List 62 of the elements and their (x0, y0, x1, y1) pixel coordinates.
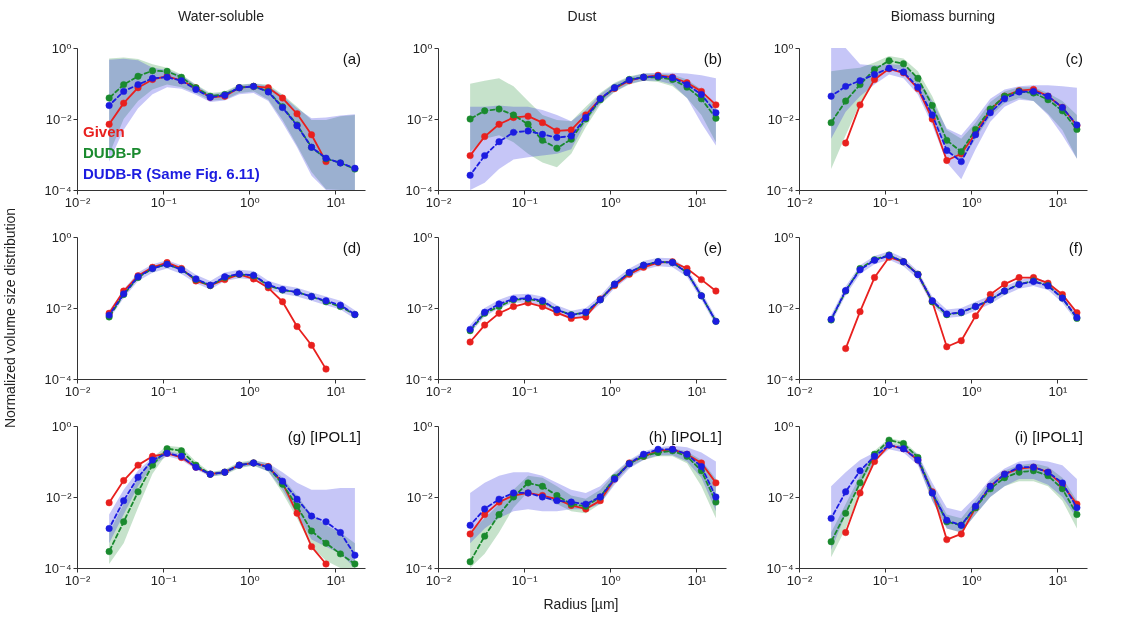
annotation: (e) (703, 239, 722, 256)
y-tick-label: 10⁻² (45, 300, 73, 316)
y-tick-label: 10⁻² (406, 111, 434, 127)
series-label: Given (83, 123, 125, 140)
x-axis-title: Radius [µm] (543, 596, 619, 612)
chart-title: Water-soluble (178, 8, 265, 24)
x-tick-label: 10⁰ (600, 194, 621, 210)
x-tick-label: 10¹ (326, 572, 347, 588)
y-tick-label: 10⁻² (767, 489, 795, 505)
x-tick-label: 10⁻¹ (872, 383, 900, 399)
x-tick-label: 10⁰ (961, 194, 982, 210)
annotation: (d) (342, 239, 361, 256)
annotation: (b) (703, 50, 722, 67)
annotation: (a) (342, 50, 361, 67)
text: DUDB-R (Same Fig. 6.11) (83, 165, 260, 182)
y-tick-label: 10⁰ (412, 418, 433, 434)
y-tick-label: 10⁻² (406, 300, 434, 316)
chart-title: Dust (567, 8, 597, 24)
x-tick-label: 10¹ (1048, 194, 1069, 210)
x-tick-label: 10¹ (687, 383, 708, 399)
y-tick-label: 10⁻² (45, 111, 73, 127)
y-tick-label: 10⁻² (406, 489, 434, 505)
x-tick-label: 10¹ (687, 572, 708, 588)
x-tick-label: 10⁻¹ (511, 383, 539, 399)
x-tick-label: 10⁻¹ (150, 572, 178, 588)
x-tick-label: 10¹ (1048, 383, 1069, 399)
y-tick-label: 10⁰ (51, 40, 72, 56)
y-tick-label: 10⁻² (767, 111, 795, 127)
annotation: (c) (1065, 50, 1083, 67)
annotation: (h) [IPOL1] (648, 428, 722, 445)
x-tick-label: 10⁰ (961, 572, 982, 588)
y-tick-label: 10⁻² (45, 489, 73, 505)
x-tick-label: 10⁻¹ (872, 572, 900, 588)
x-tick-label: 10⁰ (600, 383, 621, 399)
x-tick-label: 10¹ (326, 383, 347, 399)
x-tick-label: 10¹ (1048, 572, 1069, 588)
y-tick-label: 10⁰ (51, 418, 72, 434)
y-axis-title: Normalized volume size distribution (2, 207, 18, 429)
text: DUDB-P (83, 144, 142, 161)
x-tick-label: 10¹ (326, 194, 347, 210)
x-tick-label: 10⁻¹ (872, 194, 900, 210)
y-tick-label: 10⁻² (767, 300, 795, 316)
y-tick-label: 10⁰ (412, 229, 433, 245)
x-tick-label: 10⁰ (600, 572, 621, 588)
x-tick-label: 10⁰ (239, 383, 260, 399)
x-tick-label: 10⁻¹ (511, 572, 539, 588)
x-tick-label: 10⁰ (239, 572, 260, 588)
annotation: (f) (1068, 239, 1083, 256)
y-tick-label: 10⁰ (51, 229, 72, 245)
x-tick-label: 10⁻¹ (511, 194, 539, 210)
annotation: (i) [IPOL1] (1014, 428, 1083, 445)
x-tick-label: 10⁻¹ (150, 194, 178, 210)
y-tick-label: 10⁰ (773, 418, 794, 434)
annotation: (g) [IPOL1] (287, 428, 361, 445)
x-tick-label: 10¹ (687, 194, 708, 210)
chart-title: Biomass burning (890, 8, 996, 24)
y-tick-label: 10⁰ (773, 40, 794, 56)
x-tick-label: 10⁰ (961, 383, 982, 399)
x-tick-label: 10⁻¹ (150, 383, 178, 399)
y-tick-label: 10⁰ (412, 40, 433, 56)
x-tick-label: 10⁰ (239, 194, 260, 210)
y-tick-label: 10⁰ (773, 229, 794, 245)
